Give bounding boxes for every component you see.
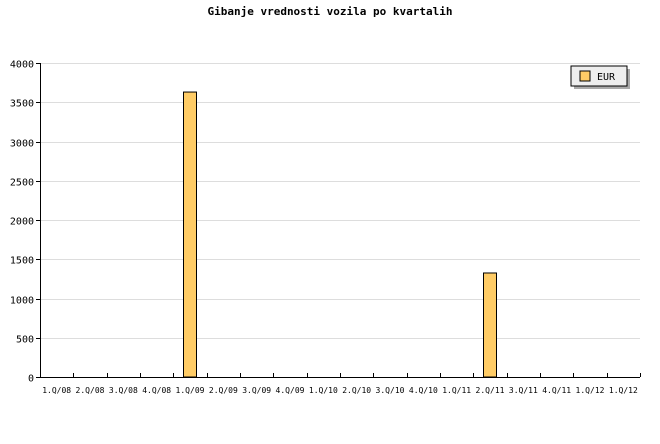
y-tick-label: 4000 xyxy=(10,60,34,71)
x-tick-label: 2.Q/09 xyxy=(209,386,238,395)
chart-title: Gibanje vrednosti vozila po kvartalih xyxy=(207,5,452,18)
x-tick-label: 2.Q/08 xyxy=(76,386,105,395)
x-tick-label: 3.Q/11 xyxy=(509,386,538,395)
x-tick-label: 1.Q/08 xyxy=(42,386,71,395)
x-tick-label: 1.Q/10 xyxy=(309,386,338,395)
x-tick-label: 2.Q/10 xyxy=(342,386,371,395)
x-tick-label: 3.Q/08 xyxy=(109,386,138,395)
y-tick-label: 3500 xyxy=(10,99,34,110)
x-tick-label: 4.Q/11 xyxy=(542,386,571,395)
legend: EUR xyxy=(570,65,630,89)
x-tick-label: 4.Q/10 xyxy=(409,386,438,395)
bar xyxy=(483,272,497,378)
x-tick-label: 2.Q/11 xyxy=(476,386,505,395)
x-tick-label: 1.Q/11 xyxy=(442,386,471,395)
y-tick-label: 1000 xyxy=(10,296,34,307)
legend-label: EUR xyxy=(597,72,616,83)
x-tick-label: 3.Q/09 xyxy=(242,386,271,395)
y-tick-label: 2000 xyxy=(10,217,34,228)
x-tick-label: 1.Q/09 xyxy=(176,386,205,395)
x-tick-label: 1.Q/12 xyxy=(609,386,638,395)
y-tick-label: 0 xyxy=(28,374,34,385)
y-tick-label: 2500 xyxy=(10,178,34,189)
x-tick-label: 4.Q/09 xyxy=(276,386,305,395)
y-tick-label: 500 xyxy=(16,335,34,346)
y-tick-label: 1500 xyxy=(10,256,34,267)
x-tick-label: 3.Q/10 xyxy=(376,386,405,395)
bar xyxy=(183,91,197,378)
x-tick-label: 1.Q/12 xyxy=(576,386,605,395)
x-tick-label: 4.Q/08 xyxy=(142,386,171,395)
legend-swatch xyxy=(579,70,591,82)
y-tick-label: 3000 xyxy=(10,139,34,150)
